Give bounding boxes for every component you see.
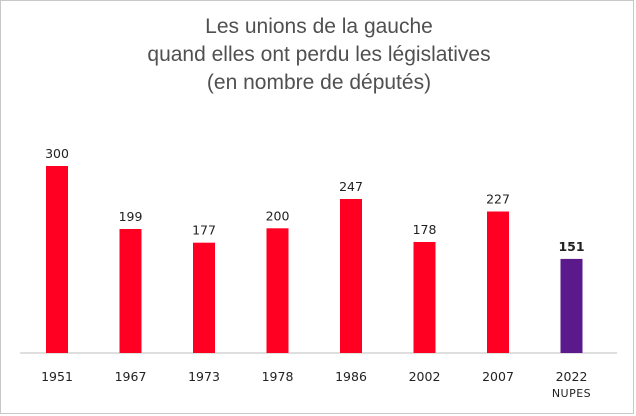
chart-title-line-2: quand elles ont perdu les législatives bbox=[147, 43, 491, 66]
data-label-2022: 151 bbox=[558, 239, 584, 254]
data-label-2002: 178 bbox=[413, 222, 437, 237]
bar-1986 bbox=[340, 199, 362, 353]
bar-1978 bbox=[266, 228, 289, 353]
bar-1967 bbox=[119, 229, 142, 353]
bar-1973 bbox=[193, 242, 215, 353]
x-tick-sublabel-2022: NUPES bbox=[552, 387, 591, 400]
data-label-1978: 200 bbox=[266, 208, 290, 223]
chart-title: Les unions de la gauche quand elles ont … bbox=[1, 13, 636, 97]
x-tick-label-1951: 1951 bbox=[41, 369, 73, 384]
x-tick-label-2007: 2007 bbox=[482, 369, 514, 384]
data-label-2007: 227 bbox=[486, 192, 510, 207]
chart-title-line-1: Les unions de la gauche bbox=[205, 15, 433, 38]
bar-2022 bbox=[560, 258, 583, 353]
x-tick-label-1986: 1986 bbox=[335, 369, 367, 384]
data-label-1973: 177 bbox=[192, 223, 216, 238]
x-tick-label-1978: 1978 bbox=[262, 369, 294, 384]
x-tick-label-1973: 1973 bbox=[188, 369, 220, 384]
data-label-1986: 247 bbox=[339, 179, 363, 194]
bar-1951 bbox=[46, 166, 68, 353]
bar-2002 bbox=[413, 242, 436, 353]
x-tick-label-2002: 2002 bbox=[409, 369, 441, 384]
x-tick-label-2022: 2022 bbox=[556, 369, 588, 384]
chart-title-line-3: (en nombre de députés) bbox=[206, 71, 432, 94]
x-tick-label-1967: 1967 bbox=[115, 369, 147, 384]
bar-2007 bbox=[487, 211, 509, 353]
data-label-1967: 199 bbox=[119, 209, 143, 224]
data-label-1951: 300 bbox=[45, 146, 69, 161]
